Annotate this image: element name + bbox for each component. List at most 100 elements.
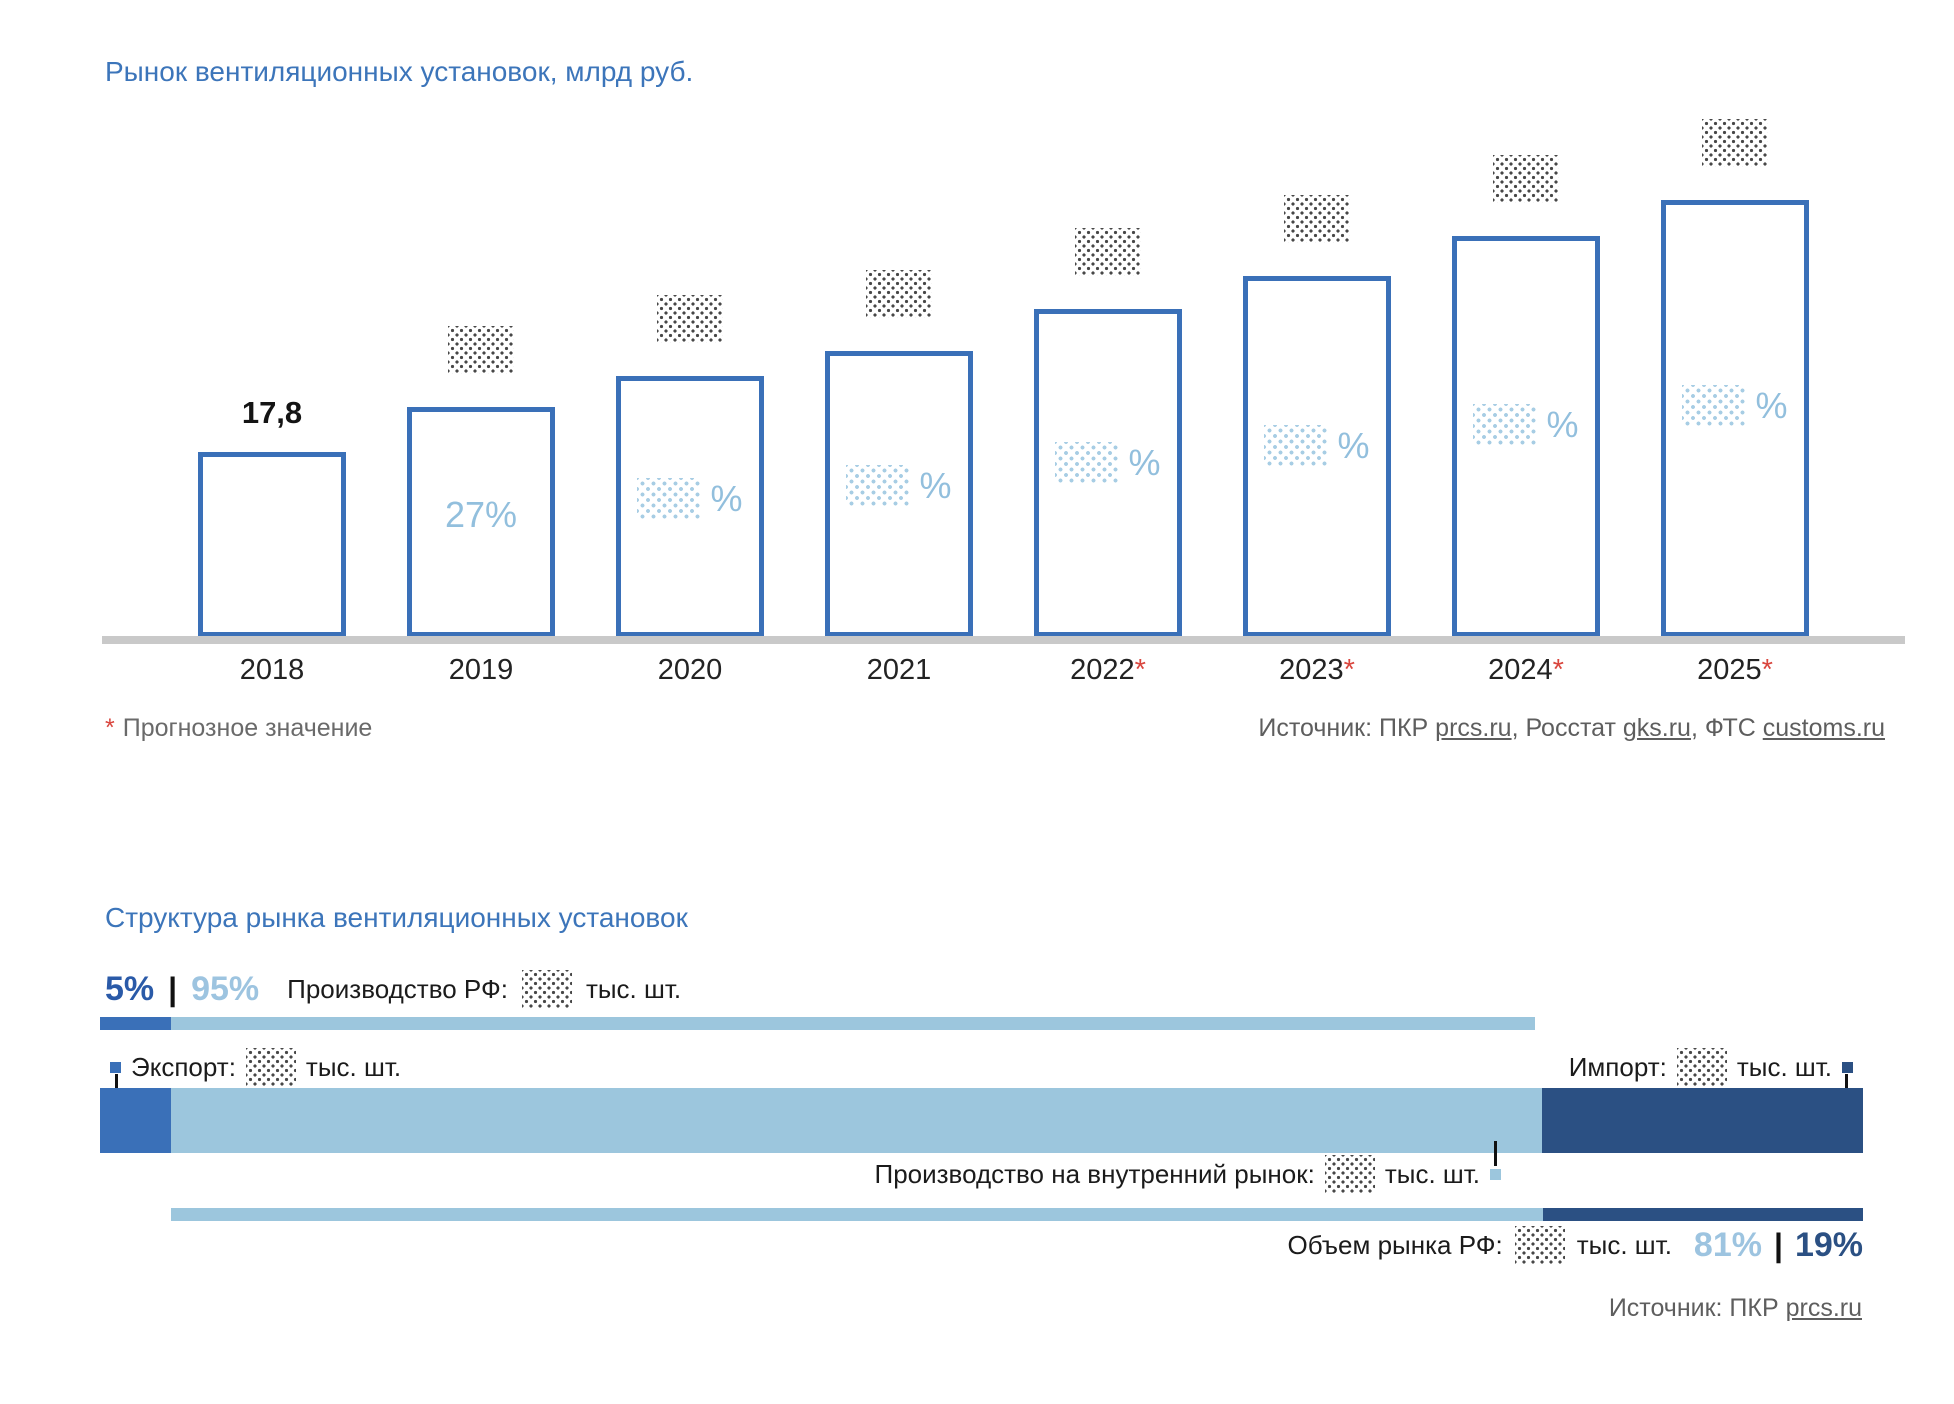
x-axis-labels: 2018 2019 2020 2021 2022* 2023* 2024* 20… xyxy=(198,654,1809,687)
bar-2020: % xyxy=(616,376,764,637)
market-volume-label: Объем рынка РФ: xyxy=(1287,1229,1503,1260)
chart2-title: Структура рынка вентиляционных установок xyxy=(105,902,688,933)
bar-slot-2024: % xyxy=(1452,155,1600,637)
censored-growth-block xyxy=(1055,442,1120,485)
axis-label-2018: 2018 xyxy=(239,654,305,686)
bar-slot-2018: 17,8 xyxy=(198,397,346,637)
source-link-prcs[interactable]: prcs.ru xyxy=(1435,714,1512,742)
censored-quantity-block xyxy=(245,1048,296,1086)
growth-percent-sign: % xyxy=(1337,424,1370,466)
production-bar xyxy=(100,1017,1535,1030)
internal-marker-icon xyxy=(1490,1168,1501,1180)
import-label: Импорт: xyxy=(1568,1051,1667,1082)
censored-quantity-block xyxy=(1514,1226,1565,1264)
chart2-source: Источник: ПКР prcs.ru xyxy=(1608,1294,1862,1322)
censored-growth-block xyxy=(1682,384,1747,427)
axis-label-2024: 2024* xyxy=(1488,654,1564,686)
export-callout-line xyxy=(115,1074,118,1100)
flows-internal-segment xyxy=(171,1088,1542,1153)
market-internal-percent: 81% xyxy=(1693,1226,1762,1264)
censored-growth-block xyxy=(846,464,911,507)
axis-label-2019: 2019 xyxy=(448,654,514,686)
production-internal-segment xyxy=(171,1017,1535,1030)
bar-slot-2021: % xyxy=(825,270,973,637)
bar-value-label: 17,8 xyxy=(241,395,303,430)
export-marker-icon xyxy=(110,1061,121,1073)
flows-import-segment xyxy=(1542,1088,1863,1153)
censored-quantity-block xyxy=(1324,1155,1375,1193)
internal-production-unit: тыс. шт. xyxy=(1384,1158,1480,1189)
market-volume-bar xyxy=(171,1208,1863,1221)
split-separator: | xyxy=(1773,1226,1783,1263)
bar-2019: 27% xyxy=(407,407,555,637)
chart1-bars: 17,8 27% % xyxy=(198,119,1809,637)
censored-value-block xyxy=(866,270,932,318)
growth-percent-sign: % xyxy=(1128,442,1161,484)
growth-percent-sign: % xyxy=(919,464,952,506)
growth-percent-sign: % xyxy=(710,477,743,519)
censored-value-block xyxy=(1702,119,1768,167)
chart1-title: Рынок вентиляционных установок, млрд руб… xyxy=(105,56,694,87)
flows-bar xyxy=(100,1088,1863,1153)
market-internal-segment xyxy=(171,1208,1543,1221)
axis-label-2020: 2020 xyxy=(657,654,723,686)
growth-label: 27% xyxy=(444,494,518,536)
growth-percent-sign: % xyxy=(1755,384,1788,426)
market-volume-unit: тыс. шт. xyxy=(1576,1229,1672,1260)
censored-value-block xyxy=(1284,195,1350,243)
internal-share-percent: 95% xyxy=(191,970,260,1008)
internal-production-label: Производство на внутренний рынок: xyxy=(874,1158,1315,1189)
production-export-segment xyxy=(100,1017,171,1030)
import-marker-icon xyxy=(1842,1061,1853,1073)
x-axis-line xyxy=(102,636,1905,644)
source-link-customs[interactable]: customs.ru xyxy=(1762,714,1885,742)
import-callout-line xyxy=(1845,1074,1848,1100)
censored-quantity-block xyxy=(1676,1048,1727,1086)
chart1-source: Источник: ПКР prcs.ru, Росстат gks.ru, Ф… xyxy=(1258,714,1885,742)
forecast-footnote: * Прогнозное значение xyxy=(105,714,373,742)
production-rf-label: Производство РФ: xyxy=(287,973,508,1004)
production-rf-unit: тыс. шт. xyxy=(585,973,682,1004)
production-split-row: 5% | 95% Производство РФ: тыс. шт. xyxy=(105,966,681,1012)
axis-label-2022: 2022* xyxy=(1070,654,1146,686)
internal-production-row: Производство на внутренний рынок: тыс. ш… xyxy=(0,1155,1501,1193)
source-link-prcs-2[interactable]: prcs.ru xyxy=(1785,1294,1862,1322)
source-link-gks[interactable]: gks.ru xyxy=(1622,714,1691,742)
bar-slot-2020: % xyxy=(616,295,764,637)
bar-slot-2022: % xyxy=(1034,228,1182,637)
censored-growth-block xyxy=(1264,424,1329,467)
export-unit: тыс. шт. xyxy=(305,1051,402,1082)
censored-value-block xyxy=(448,326,514,374)
flows-export-segment xyxy=(100,1088,171,1153)
split-separator: | xyxy=(168,970,178,1007)
censored-value-block xyxy=(1075,228,1141,276)
market-import-segment xyxy=(1543,1208,1863,1221)
chart1-plot-area: 17,8 27% % xyxy=(102,119,1905,637)
censored-growth-block xyxy=(1473,403,1538,446)
bar-2018 xyxy=(198,452,346,637)
growth-percent-sign: % xyxy=(1546,403,1579,445)
internal-callout-line xyxy=(1494,1141,1497,1166)
bar-2023: % xyxy=(1243,276,1391,637)
censored-quantity-block xyxy=(521,970,572,1008)
bar-slot-2025: % xyxy=(1661,119,1809,637)
bar-slot-2023: % xyxy=(1243,195,1391,637)
censored-growth-block xyxy=(637,477,702,520)
market-volume-row: Объем рынка РФ: тыс. шт. 81% | 19% xyxy=(0,1222,1863,1268)
footnote-asterisk: * xyxy=(105,714,115,742)
export-row: Экспорт: тыс. шт. xyxy=(110,1048,402,1086)
bar-slot-2019: 27% xyxy=(407,326,555,637)
export-label: Экспорт: xyxy=(131,1051,236,1082)
axis-label-2021: 2021 xyxy=(866,654,932,686)
axis-label-2025: 2025* xyxy=(1697,654,1773,686)
import-unit: тыс. шт. xyxy=(1736,1051,1832,1082)
censored-value-block xyxy=(1493,155,1559,203)
export-share-percent: 5% xyxy=(105,970,155,1008)
bar-2021: % xyxy=(825,351,973,637)
bar-2022: % xyxy=(1034,309,1182,637)
bar-2024: % xyxy=(1452,236,1600,637)
axis-label-2023: 2023* xyxy=(1279,654,1355,686)
bar-2025: % xyxy=(1661,200,1809,637)
market-import-percent: 19% xyxy=(1794,1226,1863,1264)
